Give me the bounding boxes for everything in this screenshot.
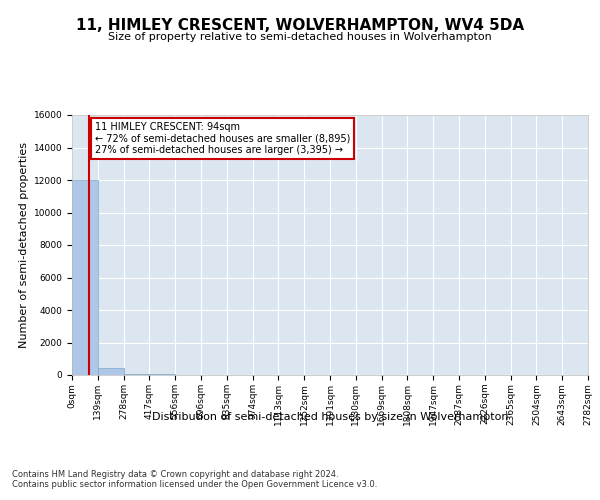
Text: 11 HIMLEY CRESCENT: 94sqm
← 72% of semi-detached houses are smaller (8,895)
27% : 11 HIMLEY CRESCENT: 94sqm ← 72% of semi-…	[95, 122, 350, 154]
Bar	[98, 368, 124, 375]
Y-axis label: Number of semi-detached properties: Number of semi-detached properties	[19, 142, 29, 348]
Text: Contains HM Land Registry data © Crown copyright and database right 2024.
Contai: Contains HM Land Registry data © Crown c…	[12, 470, 377, 490]
Bar	[149, 374, 175, 375]
Bar	[72, 180, 98, 375]
Text: Distribution of semi-detached houses by size in Wolverhampton: Distribution of semi-detached houses by …	[152, 412, 508, 422]
Text: 11, HIMLEY CRESCENT, WOLVERHAMPTON, WV4 5DA: 11, HIMLEY CRESCENT, WOLVERHAMPTON, WV4 …	[76, 18, 524, 32]
Text: Size of property relative to semi-detached houses in Wolverhampton: Size of property relative to semi-detach…	[108, 32, 492, 42]
Bar	[124, 374, 149, 375]
